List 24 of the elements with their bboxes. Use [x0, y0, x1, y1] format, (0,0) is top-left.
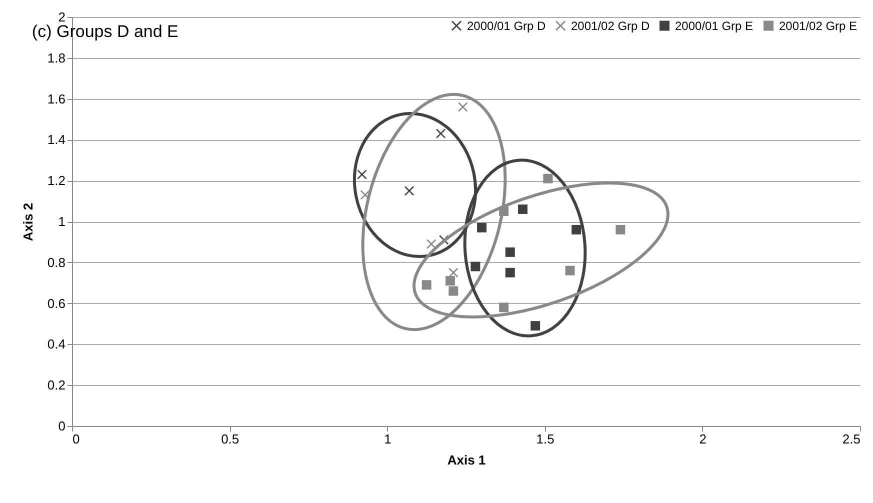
- x-tick-label: 2.5: [842, 432, 860, 446]
- y-tick-label: 1.6: [47, 91, 66, 106]
- y-tick-label: 1.2: [47, 173, 66, 188]
- x-tick-label: 1: [384, 432, 392, 446]
- y-tick-label: 0.2: [47, 378, 66, 393]
- legend-label: 2001/02 Grp E: [779, 18, 858, 33]
- y-tick-label: 1.8: [47, 50, 66, 66]
- x-tick-label: 0: [72, 432, 80, 446]
- y-tick-label: 2: [58, 10, 66, 24]
- y-tick-label: 0.8: [47, 254, 66, 270]
- y-tick-label: 0: [58, 418, 66, 434]
- legend-label: 2000/01 Grp D: [467, 18, 546, 33]
- y-tick-label: 1.4: [47, 132, 66, 148]
- legend-label: 2001/02 Grp D: [571, 18, 650, 33]
- x-axis-title: Axis 1: [447, 452, 486, 468]
- x-tick-label: 1.5: [536, 432, 554, 446]
- x-tick-label: 2: [699, 432, 707, 446]
- y-axis-title: Axis 2: [20, 202, 36, 242]
- chart-title: (c) Groups D and E: [32, 22, 178, 41]
- y-tick-label: 0.6: [47, 296, 66, 311]
- y-tick-label: 0.4: [47, 336, 66, 352]
- x-tick-label: 0.5: [221, 432, 240, 446]
- legend-label: 2000/01 Grp E: [675, 18, 754, 33]
- y-tick-label: 1: [58, 214, 66, 229]
